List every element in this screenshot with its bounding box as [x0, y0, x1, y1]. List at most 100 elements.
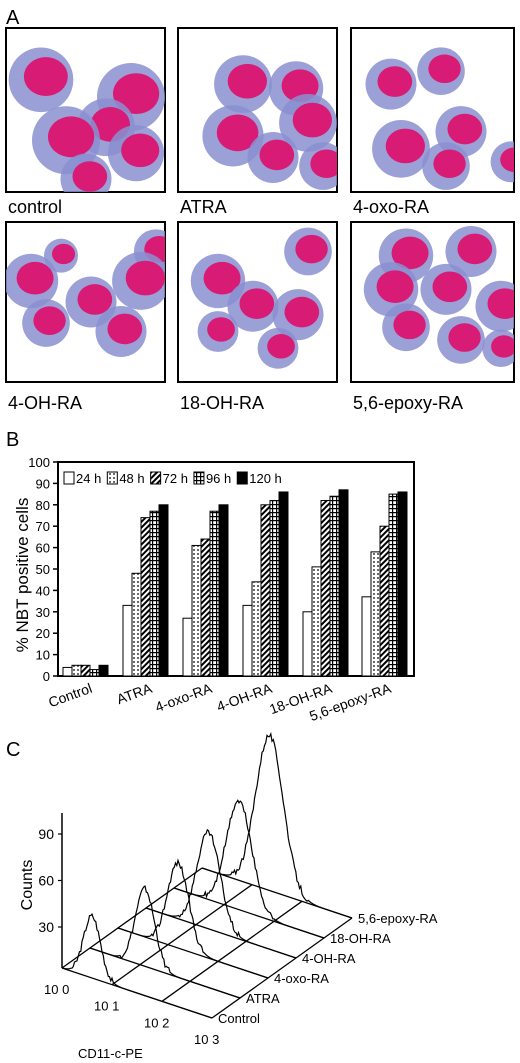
histogram-curve: [61, 912, 213, 1019]
series-label: ATRA: [246, 991, 280, 1006]
bar: [278, 491, 289, 677]
bar: [370, 551, 381, 677]
y-tick-label: 10: [36, 648, 50, 663]
legend-label: 24 h: [76, 471, 101, 486]
bar: [329, 495, 340, 677]
histogram-curve: [89, 884, 241, 999]
cell-nucleus: [259, 139, 295, 171]
y-tick-label: 60: [38, 873, 54, 889]
y-tick-label: 50: [36, 562, 50, 577]
category-label: 4-oxo-RA: [153, 680, 215, 715]
micrograph-cells: [365, 47, 514, 190]
bar: [131, 572, 142, 677]
micrograph-grid: control ATRA 4-oxo-RA 4-OH-RA 18-OH-RA 5,6-ep…: [5, 27, 515, 413]
bar: [89, 669, 100, 677]
bar: [122, 604, 133, 677]
cell-nucleus: [310, 149, 337, 179]
floor-depth-line: [211, 917, 353, 1019]
series-label: Control: [218, 1011, 260, 1026]
histogram-curve: [145, 828, 297, 959]
legend-swatch: [150, 471, 162, 485]
bar: [209, 510, 220, 677]
y-tick-label: 90: [36, 476, 50, 491]
series-label: 4-oxo-RA: [274, 971, 329, 986]
cell-nucleus: [227, 63, 267, 99]
flow-histogram-stack: Counts CD11-c-PE 30 60 90 10 0 10 1 10 2 10 3 5…: [19, 731, 438, 1061]
legend-swatch: [106, 471, 118, 485]
cell-nucleus: [112, 73, 160, 115]
legend-label: 72 h: [163, 471, 188, 486]
y-tick-label: 100: [28, 455, 50, 470]
bar: [182, 617, 193, 677]
bar: [149, 510, 160, 677]
cell-nucleus: [51, 243, 76, 265]
plot-frame: [57, 461, 415, 677]
micrograph-cells: [202, 55, 337, 190]
cell-nucleus: [500, 147, 514, 172]
cell-nucleus: [281, 69, 319, 103]
histogram-curve: [117, 858, 269, 979]
floor-depth-line: [111, 884, 253, 986]
category-label: 4-OH-RA: [214, 680, 274, 715]
y-tick-label: 70: [36, 519, 50, 534]
floor-depth-line: [61, 867, 203, 969]
micrograph-label: ATRA: [180, 197, 227, 217]
y-axis-label-counts: Counts: [19, 860, 36, 911]
micrograph-cells: [8, 47, 165, 192]
y-tick-label: 40: [36, 583, 50, 598]
bar: [338, 489, 349, 677]
bar: [269, 500, 280, 677]
y-tick-label: 30: [38, 919, 54, 935]
cell-nucleus: [207, 317, 235, 342]
legend-swatch: [193, 471, 205, 485]
legend-label: 48 h: [119, 471, 144, 486]
bar: [361, 596, 372, 677]
series-label: 18-OH-RA: [330, 931, 391, 946]
y-tick-label: 20: [36, 626, 50, 641]
category-label: Control: [46, 680, 94, 710]
category-label: ATRA: [114, 680, 154, 708]
cell-nucleus: [125, 260, 165, 296]
x-tick-label: 10 3: [194, 1032, 219, 1047]
cell-nucleus: [47, 116, 95, 158]
cell-nucleus: [433, 149, 466, 179]
bar: [397, 491, 408, 677]
cell-nucleus: [376, 270, 414, 303]
cell-nucleus: [239, 288, 275, 319]
x-tick-label: 10 1: [94, 999, 119, 1014]
series-label: 5,6-epoxy-RA: [358, 911, 438, 926]
y-axis-label: % NBT positive cells: [13, 498, 32, 653]
bar: [302, 611, 313, 677]
y-tick-label: 30: [36, 605, 50, 620]
micrograph-cells: [363, 225, 514, 368]
bar: [251, 581, 262, 677]
micrograph-label: 4-oxo-RA: [353, 197, 429, 217]
cell-nucleus: [448, 323, 481, 352]
bar: [140, 517, 151, 677]
cell-nucleus: [267, 334, 295, 359]
panel-b-letter: B: [6, 429, 19, 451]
cell-nucleus: [33, 306, 66, 335]
legend-label: 120 h: [249, 471, 282, 486]
cell-nucleus: [457, 233, 493, 265]
legend-swatch: [63, 471, 75, 485]
micrograph-cells: [6, 229, 165, 357]
bar: [311, 566, 322, 677]
y-tick-label: 0: [43, 669, 50, 684]
cell-nucleus: [284, 296, 320, 328]
cell-nucleus: [447, 113, 483, 145]
bar: [62, 666, 73, 677]
cell-nucleus: [377, 66, 413, 97]
panel-a-letter: A: [6, 7, 20, 29]
cell-nucleus: [391, 236, 429, 270]
micrograph-label: control: [8, 197, 62, 217]
cell-nucleus: [432, 271, 468, 303]
cell-nucleus: [487, 288, 514, 319]
bar: [200, 538, 211, 677]
x-axis-label-cd11c: CD11-c-PE: [78, 1046, 143, 1061]
x-tick-label: 10 0: [44, 982, 69, 997]
bar: [191, 544, 202, 677]
bar: [379, 525, 390, 677]
micrograph-cells: [190, 227, 332, 369]
